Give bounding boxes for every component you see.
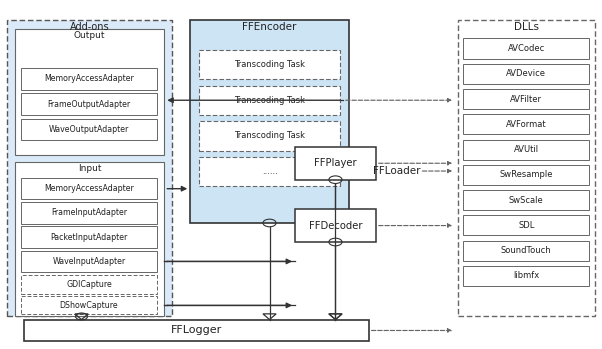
Bar xyxy=(7,21,172,317)
Text: DShowCapture: DShowCapture xyxy=(60,301,118,310)
Text: AVUtil: AVUtil xyxy=(514,145,539,154)
Bar xyxy=(295,209,376,242)
Bar xyxy=(199,157,340,186)
Text: FrameOutputAdapter: FrameOutputAdapter xyxy=(48,100,131,109)
Bar xyxy=(190,21,349,223)
Text: AVFilter: AVFilter xyxy=(510,95,542,104)
Text: AVDevice: AVDevice xyxy=(506,69,546,78)
Bar xyxy=(20,178,157,199)
Bar xyxy=(464,240,589,261)
Text: FFEncoder: FFEncoder xyxy=(243,22,297,32)
Text: SDL: SDL xyxy=(518,221,535,230)
Text: SwResample: SwResample xyxy=(500,170,553,179)
Bar xyxy=(464,165,589,185)
Text: FFPlayer: FFPlayer xyxy=(314,158,357,168)
Bar xyxy=(20,275,157,294)
Bar xyxy=(199,121,340,151)
Text: FFLoader: FFLoader xyxy=(373,166,421,176)
Bar xyxy=(464,114,589,134)
Text: Transcoding Task: Transcoding Task xyxy=(234,60,305,69)
Text: Input: Input xyxy=(78,164,101,173)
Bar xyxy=(464,266,589,286)
Text: AVCodec: AVCodec xyxy=(507,44,545,53)
Bar xyxy=(199,50,340,79)
Bar xyxy=(464,140,589,159)
Text: DLLs: DLLs xyxy=(514,22,539,32)
Text: PacketInputAdapter: PacketInputAdapter xyxy=(50,233,128,242)
Bar xyxy=(20,94,157,115)
Bar xyxy=(20,251,157,272)
Bar xyxy=(464,64,589,84)
Text: MemoryAccessAdapter: MemoryAccessAdapter xyxy=(44,184,134,193)
Text: GDICapture: GDICapture xyxy=(66,280,112,289)
Bar xyxy=(464,215,589,236)
Bar xyxy=(20,227,157,248)
Text: Output: Output xyxy=(73,31,105,40)
Bar xyxy=(24,320,368,341)
Bar xyxy=(464,89,589,109)
Bar xyxy=(14,29,164,155)
Bar xyxy=(464,190,589,210)
Bar xyxy=(464,38,589,59)
Bar xyxy=(199,86,340,115)
Bar xyxy=(20,202,157,224)
Text: libmfx: libmfx xyxy=(513,272,539,281)
Bar xyxy=(14,162,164,317)
Text: FrameInputAdapter: FrameInputAdapter xyxy=(51,208,127,217)
Text: SwScale: SwScale xyxy=(509,196,544,205)
Text: WaveOutputAdapter: WaveOutputAdapter xyxy=(49,125,129,134)
Text: FFLogger: FFLogger xyxy=(171,326,222,335)
Bar xyxy=(20,68,157,90)
Bar xyxy=(20,119,157,140)
Text: WaveInputAdapter: WaveInputAdapter xyxy=(52,257,125,266)
Bar xyxy=(458,21,595,317)
Text: SoundTouch: SoundTouch xyxy=(501,246,551,255)
Bar xyxy=(20,296,157,314)
Text: AVFormat: AVFormat xyxy=(506,120,547,129)
Text: Transcoding Task: Transcoding Task xyxy=(234,96,305,105)
Text: MemoryAccessAdapter: MemoryAccessAdapter xyxy=(44,74,134,83)
Bar xyxy=(295,147,376,180)
Text: ......: ...... xyxy=(262,167,278,176)
Text: Transcoding Task: Transcoding Task xyxy=(234,131,305,140)
Text: FFDecoder: FFDecoder xyxy=(309,221,362,231)
Text: Add-ons: Add-ons xyxy=(70,22,110,32)
